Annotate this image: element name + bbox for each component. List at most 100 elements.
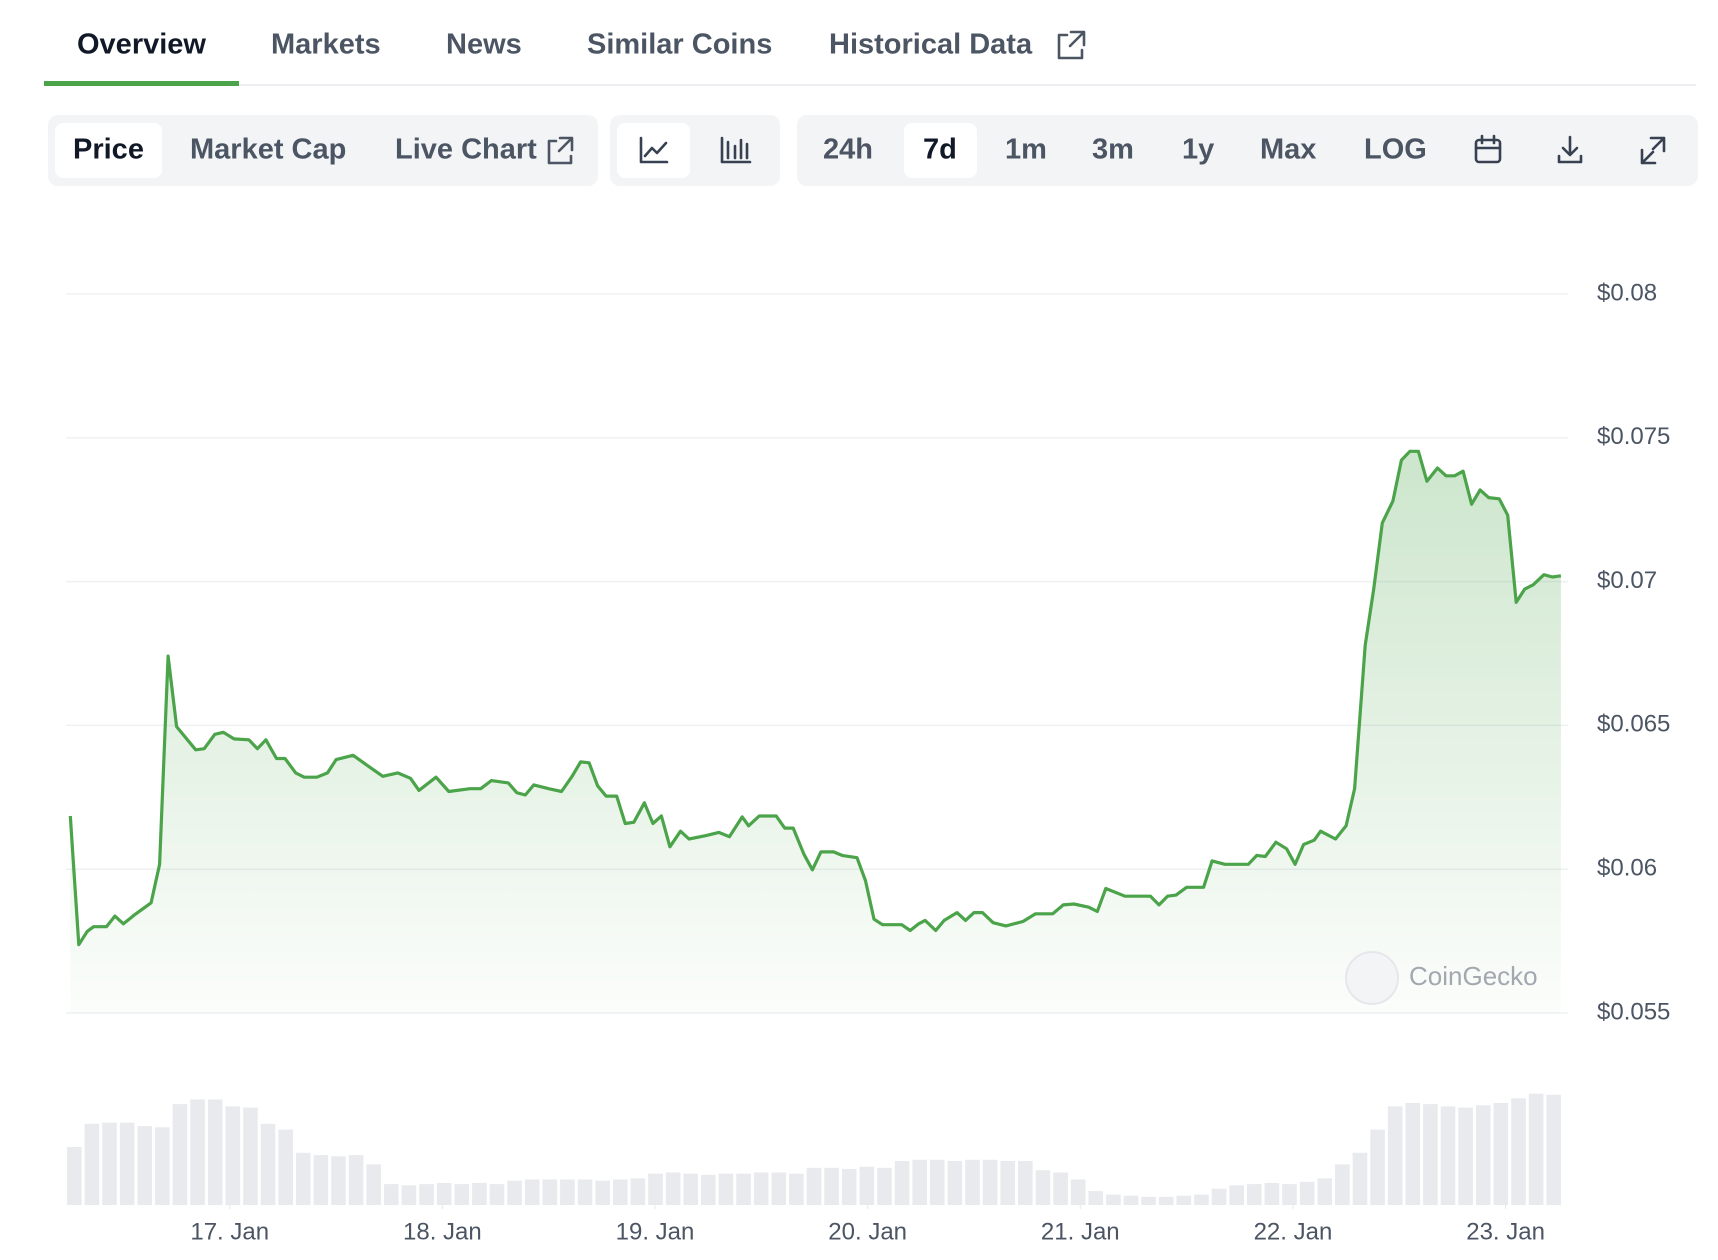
- range-button[interactable]: LOG: [1364, 134, 1427, 166]
- volume-bar: [560, 1179, 575, 1205]
- volume-bar: [295, 1152, 311, 1205]
- volume-bar: [982, 1159, 998, 1205]
- volume-bar: [1211, 1188, 1227, 1205]
- y-tick-label: $0.08: [1597, 279, 1657, 306]
- volume-bar: [366, 1164, 382, 1205]
- tab[interactable]: Similar Coins: [587, 29, 772, 61]
- volume-bar: [718, 1173, 734, 1205]
- volume-bar: [1370, 1129, 1385, 1205]
- volume-bar: [348, 1155, 364, 1205]
- tab[interactable]: News: [446, 29, 522, 61]
- price-line: [68, 449, 1562, 947]
- volume-bar: [1246, 1184, 1262, 1205]
- watermark-logo: [1345, 951, 1399, 1005]
- watermark: CoinGecko: [1409, 961, 1538, 991]
- volume-bar: [207, 1099, 223, 1205]
- line-chart-icon: [639, 136, 669, 164]
- x-tick-label: 20. Jan: [828, 1218, 907, 1245]
- volume-bar: [1405, 1102, 1421, 1205]
- volume-bar: [436, 1182, 452, 1205]
- volume-bar: [683, 1173, 699, 1205]
- button-active[interactable]: [904, 123, 977, 178]
- volume-bar: [648, 1173, 663, 1205]
- tab[interactable]: Overview: [77, 29, 206, 61]
- tab[interactable]: Markets: [271, 29, 381, 61]
- volume-bar: [524, 1179, 540, 1205]
- volume-bar: [472, 1182, 487, 1205]
- expand-icon[interactable]: [1640, 136, 1666, 165]
- x-tick-label: 21. Jan: [1041, 1218, 1120, 1245]
- x-tick-label: 18. Jan: [403, 1218, 482, 1245]
- download-icon[interactable]: [1557, 135, 1583, 164]
- volume-bar: [1335, 1164, 1350, 1205]
- volume-bar: [912, 1159, 927, 1205]
- calendar-icon[interactable]: [1474, 134, 1502, 164]
- volume-bar: [1317, 1178, 1333, 1205]
- volume-bar: [965, 1159, 980, 1205]
- volume-bar: [877, 1167, 892, 1205]
- volume-bar: [454, 1184, 470, 1205]
- volume-bar: [84, 1123, 100, 1205]
- volume-bar: [1475, 1105, 1491, 1205]
- volume-bar: [507, 1180, 522, 1205]
- volume-bar: [1194, 1194, 1209, 1205]
- range-button[interactable]: 1m: [1005, 134, 1047, 166]
- x-tick-label: 17. Jan: [190, 1218, 269, 1245]
- volume-bar: [665, 1172, 681, 1205]
- volume-bar: [489, 1184, 505, 1205]
- y-tick-label: $0.055: [1597, 998, 1670, 1025]
- active-tab-indicator: [44, 81, 239, 86]
- range-button[interactable]: 7d: [923, 134, 957, 166]
- volume-bar: [1352, 1152, 1368, 1205]
- volume-bar: [1229, 1185, 1244, 1205]
- y-tick-label: $0.06: [1597, 855, 1657, 882]
- volume-bar: [155, 1127, 170, 1205]
- volume-bar: [1176, 1195, 1192, 1205]
- volume-bar: [1264, 1182, 1280, 1205]
- x-tick-label: 19. Jan: [616, 1218, 695, 1245]
- view-button[interactable]: Live Chart: [395, 134, 537, 166]
- volume-bar: [1511, 1098, 1526, 1205]
- range-button[interactable]: 1y: [1182, 134, 1214, 166]
- volume-bar: [1158, 1196, 1174, 1205]
- y-tick-label: $0.07: [1597, 567, 1657, 594]
- volume-bar: [1423, 1104, 1438, 1205]
- volume-bar: [1458, 1107, 1473, 1205]
- y-tick-label: $0.075: [1597, 423, 1670, 450]
- volume-bar: [1141, 1196, 1156, 1205]
- x-tick-label: 23. Jan: [1466, 1218, 1545, 1245]
- volume-bar: [313, 1155, 329, 1205]
- button-active[interactable]: [55, 123, 162, 178]
- price-area: [70, 451, 1561, 1013]
- volume-bar: [260, 1123, 276, 1205]
- volume-bar: [1035, 1170, 1051, 1205]
- volume-bar: [577, 1179, 593, 1205]
- volume-bar: [1123, 1195, 1139, 1205]
- external-link-icon: [547, 136, 574, 165]
- tab[interactable]: Historical Data: [829, 29, 1033, 61]
- volume-bar: [243, 1107, 258, 1205]
- volume-bar: [1000, 1160, 1016, 1205]
- volume-bar: [1088, 1191, 1104, 1205]
- volume-bar: [1440, 1106, 1456, 1205]
- volume-bar: [225, 1106, 241, 1205]
- view-button[interactable]: Market Cap: [190, 134, 346, 166]
- view-button[interactable]: Price: [73, 134, 144, 166]
- volume-bar: [1282, 1184, 1297, 1205]
- range-button[interactable]: 24h: [823, 134, 873, 166]
- y-tick-label: $0.065: [1597, 711, 1670, 738]
- volume-bar: [384, 1184, 399, 1205]
- volume-bar: [630, 1178, 646, 1205]
- volume-bar: [419, 1184, 434, 1205]
- volume-bar: [119, 1122, 135, 1205]
- volume-bar: [753, 1172, 769, 1205]
- range-button[interactable]: Max: [1260, 134, 1316, 166]
- volume-bar: [824, 1167, 839, 1205]
- volume-bar: [331, 1156, 346, 1205]
- candlestick-icon[interactable]: [720, 136, 752, 164]
- volume-bar: [789, 1173, 804, 1205]
- volume-bar: [859, 1166, 875, 1205]
- toolbar-group: [48, 115, 598, 186]
- range-button[interactable]: 3m: [1092, 134, 1134, 166]
- volume-bar: [595, 1180, 610, 1205]
